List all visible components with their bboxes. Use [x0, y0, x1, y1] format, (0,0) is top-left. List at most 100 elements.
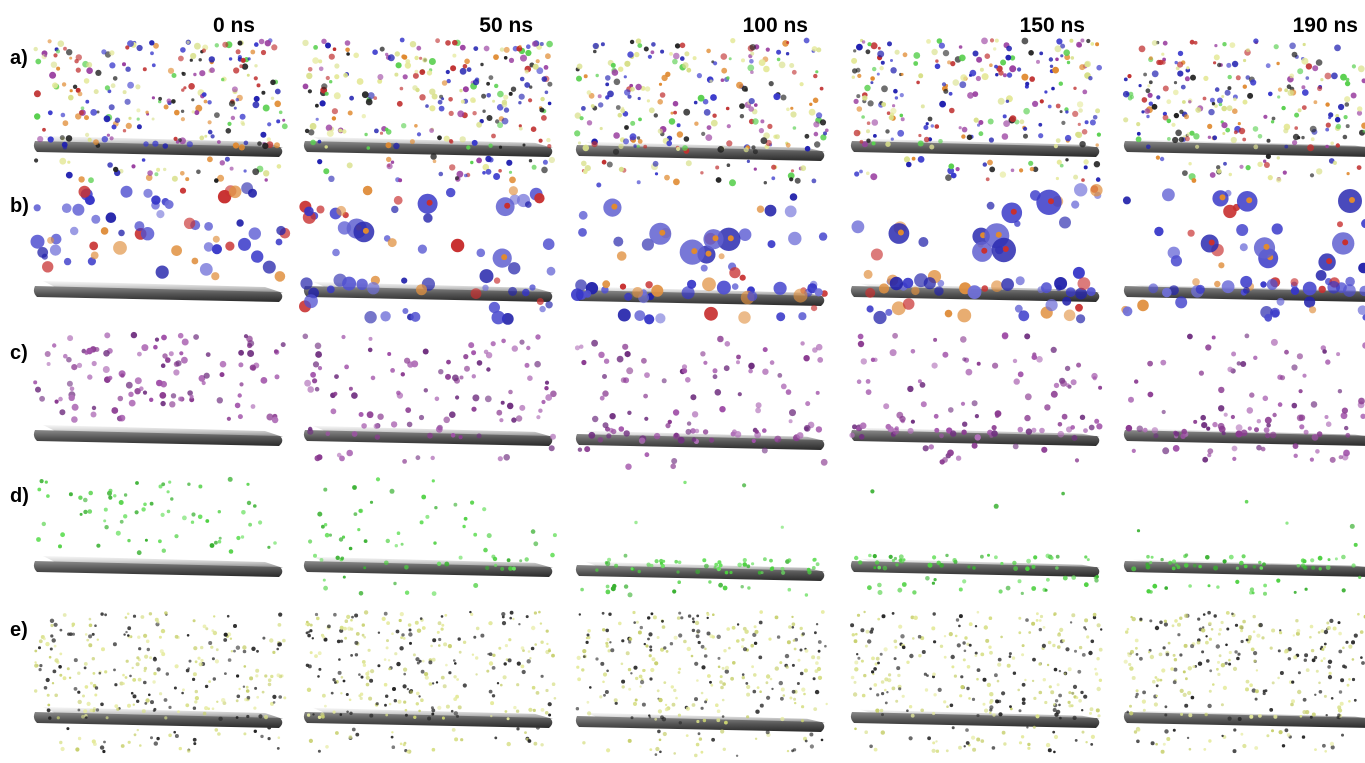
molecule: [877, 618, 880, 621]
molecule: [654, 113, 658, 117]
molecule: [126, 123, 132, 129]
molecule: [754, 642, 757, 645]
molecule: [1026, 559, 1031, 564]
molecule: [1049, 685, 1052, 688]
molecule: [220, 160, 225, 165]
molecule: [969, 644, 972, 647]
molecule: [813, 98, 819, 104]
molecule: [602, 612, 605, 615]
molecule: [1248, 635, 1252, 639]
molecule: [939, 43, 945, 49]
molecule: [125, 616, 128, 619]
molecule: [127, 634, 130, 637]
molecule: [1147, 361, 1153, 367]
molecule: [526, 615, 529, 618]
molecule: [1214, 614, 1217, 617]
molecule: [1358, 65, 1365, 72]
molecule: [877, 662, 880, 665]
molecule: [1053, 703, 1055, 705]
molecule: [1057, 683, 1060, 686]
molecule: [753, 149, 758, 154]
molecule: [657, 99, 663, 105]
molecule: [1249, 715, 1253, 719]
molecule: [1046, 578, 1050, 582]
molecule: [525, 201, 532, 208]
molecule: [425, 676, 429, 680]
molecule: [694, 697, 698, 701]
molecule: [687, 647, 691, 651]
molecule: [962, 641, 965, 644]
molecule: [1128, 96, 1133, 101]
molecule: [630, 87, 635, 92]
molecule: [704, 564, 709, 569]
molecule: [746, 564, 750, 568]
molecule: [415, 621, 419, 625]
molecule: [439, 172, 444, 177]
molecule: [143, 67, 147, 71]
molecule: [1078, 277, 1091, 290]
molecule: [496, 410, 502, 416]
molecule: [1009, 65, 1016, 72]
molecule: [483, 548, 488, 553]
molecule: [543, 238, 555, 250]
molecule: [766, 681, 769, 684]
molecule: [470, 97, 476, 103]
molecule: [528, 98, 532, 102]
molecule: [758, 656, 762, 660]
molecule: [712, 635, 715, 638]
molecule: [1292, 52, 1298, 58]
molecule: [901, 117, 905, 121]
molecule: [1173, 654, 1176, 657]
molecule: [761, 137, 768, 144]
molecule: [872, 119, 879, 126]
molecule: [1188, 713, 1192, 717]
molecule: [686, 160, 692, 166]
molecule: [598, 94, 602, 98]
molecule: [1023, 127, 1027, 131]
molecule: [805, 134, 810, 139]
molecule: [1217, 169, 1222, 174]
molecule: [416, 692, 420, 696]
molecule: [1336, 352, 1340, 356]
molecule: [329, 54, 335, 60]
column-label: 150 ns: [1020, 14, 1085, 37]
molecule: [613, 149, 619, 155]
molecule: [759, 621, 763, 625]
molecule: [1263, 115, 1267, 119]
molecule: [1329, 619, 1333, 623]
molecule: [1341, 555, 1346, 560]
molecule: [638, 97, 641, 100]
molecule: [709, 681, 712, 684]
molecule: [881, 680, 885, 684]
molecule: [649, 654, 652, 657]
molecule: [605, 561, 610, 566]
molecule: [672, 703, 676, 707]
molecule: [1082, 653, 1086, 657]
molecule: [1303, 559, 1307, 563]
molecule: [63, 120, 69, 126]
molecule: [59, 674, 62, 677]
molecule: [386, 621, 390, 625]
molecule: [545, 91, 549, 95]
molecule: [544, 65, 549, 70]
molecule: [1073, 267, 1085, 279]
molecule: [128, 117, 131, 120]
molecule: [867, 121, 871, 125]
molecule: [956, 618, 959, 621]
molecule: [397, 700, 401, 704]
molecule: [170, 497, 173, 500]
molecule: [902, 695, 905, 698]
molecule: [531, 626, 535, 630]
molecule: [1235, 580, 1239, 584]
molecule: [940, 459, 945, 464]
molecule: [678, 714, 681, 717]
molecule: [1060, 110, 1063, 113]
molecule: [341, 557, 345, 561]
molecule: [436, 426, 443, 433]
molecule: [403, 637, 406, 640]
molecule: [89, 618, 92, 621]
molecule: [505, 644, 508, 647]
molecule: [1319, 286, 1326, 293]
molecule: [1177, 633, 1180, 636]
molecule: [548, 714, 551, 717]
